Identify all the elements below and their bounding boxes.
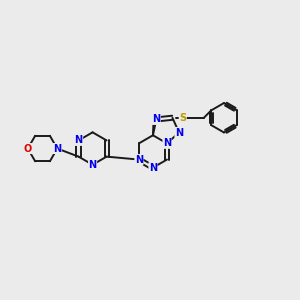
Text: N: N — [53, 143, 61, 154]
Text: N: N — [163, 138, 171, 148]
Text: S: S — [179, 113, 186, 123]
Text: N: N — [74, 135, 83, 146]
Text: O: O — [24, 143, 32, 154]
Text: N: N — [88, 160, 97, 170]
Text: N: N — [149, 163, 157, 173]
Text: N: N — [152, 114, 160, 124]
Text: N: N — [175, 128, 183, 137]
Text: N: N — [135, 154, 143, 165]
